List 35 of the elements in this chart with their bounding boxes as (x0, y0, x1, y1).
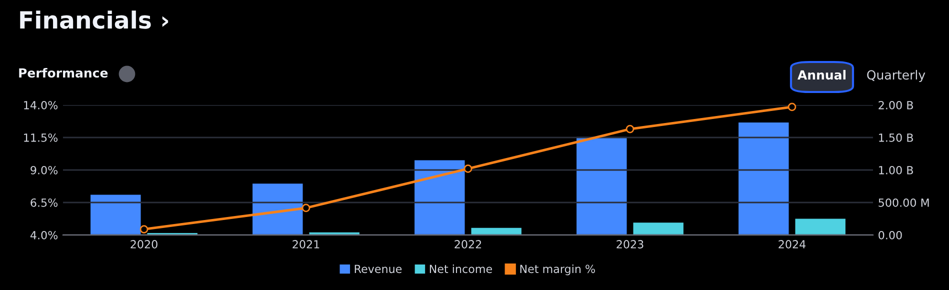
bar (738, 122, 789, 235)
bar (252, 184, 303, 235)
y2-tick-label: 1.00 B (879, 166, 913, 174)
point (788, 102, 796, 112)
legend-label: Net margin % (520, 264, 595, 276)
x-tick-label: 2023 (616, 240, 644, 248)
y-tick-label: 4.0% (30, 230, 58, 240)
y2-tick-label: 500.00 M (878, 198, 929, 207)
bar (633, 222, 684, 235)
x-tick-label: 2020 (130, 240, 158, 248)
bar (414, 160, 465, 235)
y-tick-label: 11.5% (24, 133, 58, 142)
text: Quarterly (867, 70, 926, 82)
bar (576, 136, 627, 235)
x-tick-label: 2024 (778, 240, 806, 248)
x-tick-label: 2022 (454, 240, 482, 248)
bar (795, 218, 846, 235)
point (464, 164, 472, 173)
x-tick-label: 2021 (292, 240, 320, 248)
y2-tick-label: 1.50 B (879, 133, 913, 142)
y2-tick-label: 0.00 (878, 230, 902, 240)
bar (90, 194, 141, 235)
y2-tick-label: 2.00 B (878, 100, 913, 110)
legend-label: Net income (430, 264, 492, 274)
bar (471, 228, 522, 235)
chart-title: Financials › (20, 10, 168, 29)
text: Annual (798, 70, 846, 80)
legend-label: Revenue (354, 264, 402, 274)
point (140, 225, 148, 234)
point (626, 124, 634, 134)
y-tick-label: 6.5% (30, 198, 58, 207)
y-tick-label: 14.0% (24, 100, 58, 110)
y-tick-label: 9.0% (30, 166, 58, 174)
chart-subtitle: Performance (19, 68, 108, 78)
point (302, 204, 310, 212)
